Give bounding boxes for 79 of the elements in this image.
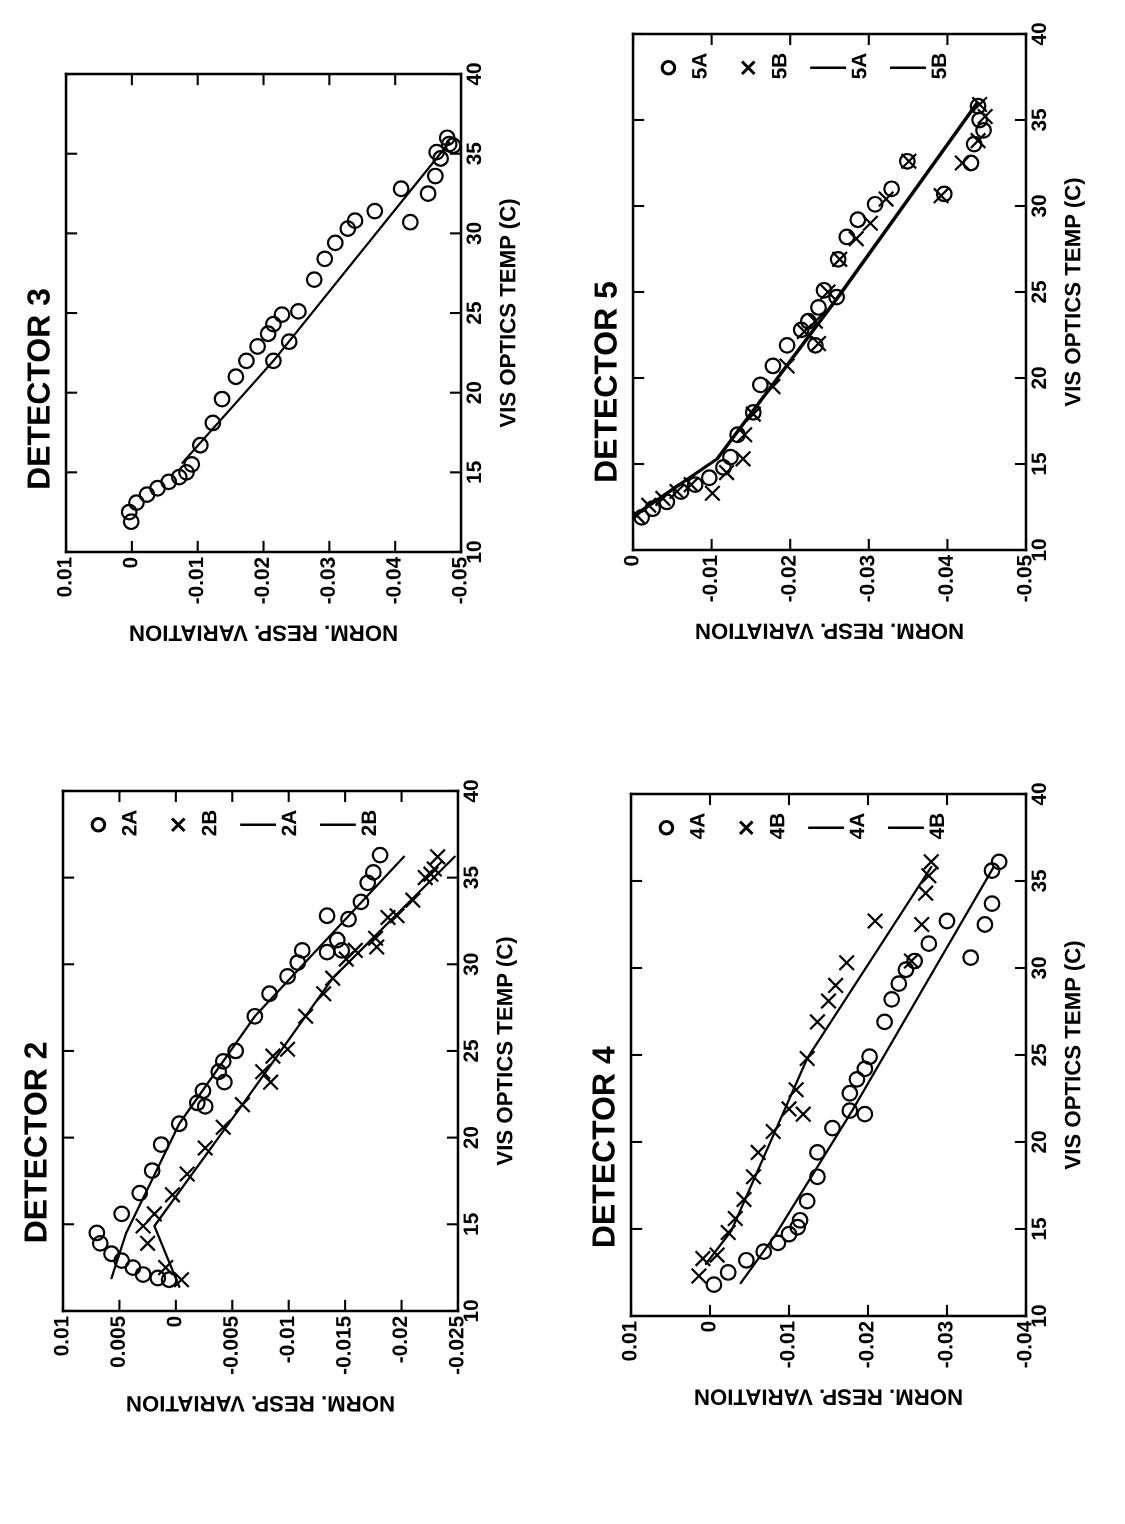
y-tick-label: 25 (466, 302, 482, 324)
y-tick-label: 15 (463, 1213, 479, 1235)
x-tick-label: -0.02 (254, 557, 270, 604)
x-axis-title: NORM. RESP. VARIATION (127, 1395, 394, 1412)
y-axis-title: VIS OPTICS TEMP (C) (1064, 941, 1085, 1170)
y-tick-label: 20 (463, 1126, 479, 1149)
y-axis-title: VIS OPTICS TEMP (C) (1064, 178, 1085, 407)
x-tick-label: -0.01 (779, 1321, 795, 1368)
legend-label: 5B (771, 53, 787, 79)
x-tick-label: -0.04 (386, 556, 401, 604)
x-tick-label: -0.03 (859, 555, 875, 602)
y-tick-label: 10 (1031, 539, 1047, 561)
x-tick-label: 0.01 (53, 1316, 69, 1356)
x-tick-label: -0.05 (451, 557, 467, 604)
y-tick-label: 25 (1031, 280, 1047, 303)
y-tick-label: 35 (466, 142, 482, 165)
x-tick-label: -0.02 (781, 555, 796, 602)
legend-label: 2B (201, 810, 217, 836)
legend-label: 4A (849, 813, 865, 840)
y-tick-label: 30 (463, 953, 479, 976)
y-tick-label: 40 (466, 63, 482, 86)
x-tick-label: 0 (623, 555, 639, 566)
text: DETECTOR 5 (594, 282, 617, 481)
legend-label: 5A (851, 53, 867, 79)
y-tick-label: 15 (1031, 453, 1047, 475)
y-axis-title: VIS OPTICS TEMP (C) (496, 937, 517, 1166)
y-tick-label: 15 (466, 461, 482, 483)
y-tick-label: 10 (1031, 1305, 1047, 1327)
y-tick-label: 20 (466, 381, 482, 404)
x-axis-title: NORM. RESP. VARIATION (130, 625, 397, 642)
y-tick-label: 25 (463, 1039, 479, 1062)
y-tick-label: 40 (1031, 23, 1047, 46)
x-tick-label: 0.01 (621, 1321, 637, 1361)
y-tick-label: 20 (1031, 367, 1047, 389)
legend-label: 2A (281, 810, 297, 836)
y-tick-label: 10 (466, 541, 482, 563)
y-axis-title: VIS OPTICS TEMP (C) (499, 199, 520, 428)
x-tick-label: -0.005 (223, 1316, 238, 1375)
y-tick-label: 40 (463, 780, 479, 803)
x-tick-label: -0.025 (448, 1316, 464, 1375)
y-tick-label: 30 (1031, 195, 1047, 218)
y-tick-label: 35 (463, 866, 479, 889)
legend-label: 4A (690, 813, 705, 840)
legend-label: 4B (769, 813, 785, 840)
y-tick-label: 20 (1031, 1131, 1047, 1153)
y-tick-label: 40 (1031, 783, 1047, 806)
y-tick-label: 30 (1031, 957, 1047, 980)
y-tick-label: 35 (1031, 869, 1047, 893)
x-tick-label: 0.005 (110, 1316, 126, 1368)
x-tick-label: -0.01 (702, 555, 718, 602)
legend-label: 5B (931, 53, 947, 79)
x-tick-label: -0.02 (858, 1321, 874, 1368)
x-tick-label: -0.05 (1016, 555, 1032, 602)
x-tick-label: 0 (166, 1316, 182, 1327)
x-tick-label: -0.04 (1016, 1320, 1032, 1368)
x-tick-label: -0.01 (188, 557, 204, 604)
y-tick-label: 15 (1031, 1217, 1047, 1240)
x-axis-title: NORM. RESP. VARIATION (696, 623, 963, 640)
x-tick-label: 0.01 (56, 557, 72, 597)
legend-label: 4B (929, 813, 944, 840)
x-tick-label: -0.02 (392, 1316, 408, 1363)
x-tick-label: -0.01 (279, 1316, 295, 1363)
x-tick-label: 0 (122, 557, 138, 568)
x-tick-label: -0.03 (937, 1321, 953, 1368)
legend-label: 2B (361, 810, 376, 836)
legend-label: 2A (121, 810, 137, 836)
x-tick-label: -0.03 (320, 557, 335, 604)
y-tick-label: 25 (1031, 1043, 1047, 1066)
y-tick-label: 10 (463, 1300, 479, 1322)
text: DETECTOR 4 (592, 1046, 615, 1246)
text: DETECTOR 3 (27, 289, 50, 488)
x-axis-title: NORM. RESP. VARIATION (695, 1389, 962, 1406)
y-tick-label: 30 (466, 222, 482, 245)
text: DETECTOR 2 (24, 1042, 47, 1242)
x-tick-label: 0 (700, 1321, 716, 1332)
legend-label: 5A (692, 53, 707, 79)
x-tick-label: -0.04 (938, 554, 953, 602)
y-tick-label: 35 (1031, 108, 1047, 132)
x-tick-label: -0.015 (335, 1316, 351, 1375)
